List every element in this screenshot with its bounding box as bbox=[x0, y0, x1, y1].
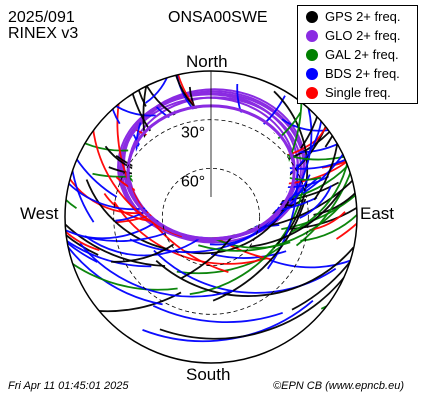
gal-track bbox=[300, 149, 357, 242]
single-track bbox=[65, 166, 100, 252]
legend-item-gal: GAL 2+ freq. bbox=[298, 46, 417, 64]
legend-label-gps: GPS 2+ freq. bbox=[325, 9, 401, 24]
legend-label-bds: BDS 2+ freq. bbox=[325, 66, 400, 81]
legend-marker-bds bbox=[306, 68, 318, 80]
gps-track bbox=[0, 161, 17, 223]
bds-track bbox=[299, 185, 333, 219]
bds-track bbox=[153, 249, 337, 294]
gps-track bbox=[291, 96, 357, 311]
east-label: East bbox=[360, 204, 395, 223]
bds-track bbox=[0, 44, 6, 203]
bds-track bbox=[65, 120, 163, 306]
bds-track bbox=[65, 119, 118, 198]
legend-marker-single bbox=[306, 87, 318, 99]
bds-track bbox=[9, 133, 50, 259]
bds-track bbox=[152, 304, 283, 323]
gps-track bbox=[65, 125, 166, 267]
gal-track bbox=[176, 246, 281, 275]
bds-track bbox=[358, 181, 423, 268]
bds-track bbox=[129, 174, 311, 254]
elevation-label: 60° bbox=[181, 173, 205, 190]
bds-track bbox=[65, 222, 166, 242]
gal-track bbox=[198, 204, 342, 252]
gps-track bbox=[30, 115, 54, 170]
date-label: 2025/091 bbox=[8, 9, 75, 26]
bds-track bbox=[383, 111, 402, 213]
credit-label: ©EPN CB (www.epncb.eu) bbox=[273, 380, 404, 392]
single-track bbox=[336, 120, 357, 240]
bds-track bbox=[0, 110, 42, 218]
bds-track bbox=[142, 300, 314, 343]
elevation-label: 30° bbox=[181, 125, 205, 142]
gal-track bbox=[65, 71, 129, 152]
gal-track bbox=[189, 187, 305, 295]
bds-track bbox=[65, 191, 152, 268]
legend-label-gal: GAL 2+ freq. bbox=[325, 47, 399, 62]
legend-marker-gal bbox=[306, 49, 318, 61]
legend-label-glo: GLO 2+ freq. bbox=[325, 28, 401, 43]
legend: GPS 2+ freq. GLO 2+ freq. GAL 2+ freq. BDS … bbox=[297, 5, 418, 104]
bds-track bbox=[210, 250, 287, 259]
legend-item-gps: GPS 2+ freq. bbox=[298, 8, 417, 26]
north-label: North bbox=[186, 52, 228, 71]
gps-track bbox=[111, 243, 175, 263]
gps-track bbox=[159, 261, 357, 340]
elevation-ring bbox=[161, 167, 261, 267]
gps-track bbox=[65, 300, 106, 348]
gps-track bbox=[24, 120, 60, 247]
format-label: RINEX v3 bbox=[8, 25, 79, 42]
gps-track bbox=[0, 104, 20, 226]
west-label: West bbox=[20, 204, 59, 223]
bds-track bbox=[79, 242, 234, 298]
station-title: ONSA00SWE bbox=[168, 9, 268, 26]
gps-track bbox=[85, 179, 169, 251]
south-label: South bbox=[186, 365, 231, 384]
bds-track bbox=[65, 71, 98, 263]
legend-item-bds: BDS 2+ freq. bbox=[298, 65, 417, 83]
gps-track bbox=[249, 191, 341, 248]
legend-item-single: Single freq. bbox=[298, 84, 417, 102]
gal-track bbox=[65, 158, 77, 210]
gal-track bbox=[15, 81, 47, 182]
timestamp-label: Fri Apr 11 01:45:01 2025 bbox=[8, 380, 129, 392]
gps-track bbox=[65, 149, 99, 256]
legend-marker-gps bbox=[306, 11, 318, 23]
gps-track bbox=[155, 246, 355, 297]
bds-track bbox=[389, 162, 427, 249]
legend-item-glo: GLO 2+ freq. bbox=[298, 27, 417, 45]
legend-marker-glo bbox=[306, 30, 318, 42]
bds-track bbox=[144, 71, 174, 104]
single-track bbox=[270, 71, 286, 81]
gps-track bbox=[212, 198, 307, 302]
bds-track bbox=[302, 71, 357, 195]
legend-label-single: Single freq. bbox=[325, 85, 391, 100]
gal-track bbox=[65, 212, 178, 291]
bds-track bbox=[268, 252, 357, 269]
single-track bbox=[116, 75, 229, 273]
horizon-circle bbox=[64, 70, 358, 364]
